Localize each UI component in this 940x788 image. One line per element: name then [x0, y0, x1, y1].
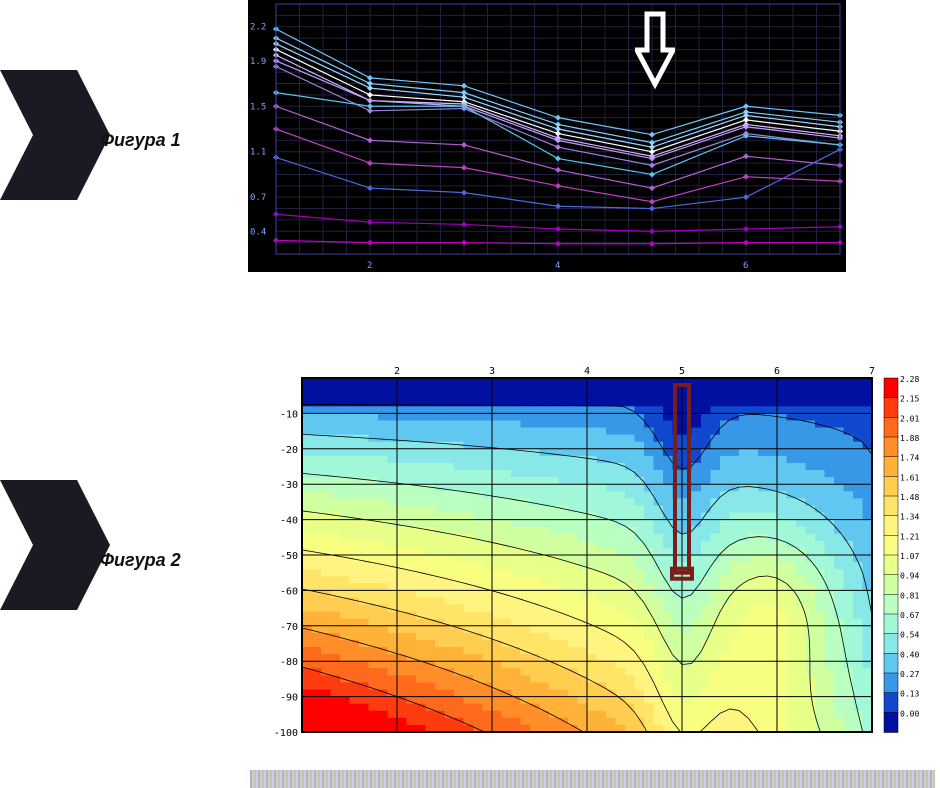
svg-text:2: 2 — [367, 261, 372, 271]
arrow-annotation-icon — [635, 10, 675, 90]
svg-text:-70: -70 — [280, 622, 298, 633]
svg-text:0.67: 0.67 — [900, 611, 919, 620]
svg-text:-40: -40 — [280, 516, 298, 527]
svg-text:0.13: 0.13 — [900, 690, 919, 699]
svg-text:-80: -80 — [280, 657, 298, 668]
svg-text:1.21: 1.21 — [900, 532, 919, 541]
svg-text:3: 3 — [489, 366, 495, 377]
fig2-heatmap: 2 3 4 5 6 7 -10 -20 -30 -40 -50 -60 -70 -80 -90 -100 2.2… — [262, 360, 932, 740]
svg-text:1.1: 1.1 — [250, 148, 266, 158]
svg-text:0.7: 0.7 — [250, 193, 266, 203]
svg-text:2.15: 2.15 — [900, 395, 919, 404]
svg-text:0.54: 0.54 — [900, 631, 919, 640]
svg-text:-10: -10 — [280, 409, 298, 420]
svg-text:-50: -50 — [280, 551, 298, 562]
svg-text:1.07: 1.07 — [900, 552, 919, 561]
svg-text:-60: -60 — [280, 586, 298, 597]
svg-text:2.01: 2.01 — [900, 414, 919, 423]
svg-text:1.88: 1.88 — [900, 434, 919, 443]
svg-text:7: 7 — [869, 366, 875, 377]
svg-text:6: 6 — [743, 261, 748, 271]
svg-text:6: 6 — [774, 366, 780, 377]
svg-text:1.9: 1.9 — [250, 57, 266, 67]
svg-text:-20: -20 — [280, 445, 298, 456]
fig1-chart: 2.2 1.9 1.5 1.1 0.7 0.4 2 4 6 — [248, 0, 846, 272]
svg-text:0.27: 0.27 — [900, 670, 919, 679]
svg-text:5: 5 — [679, 366, 685, 377]
svg-text:0.40: 0.40 — [900, 650, 919, 659]
svg-text:1.5: 1.5 — [250, 102, 266, 112]
chevron-icon — [0, 70, 110, 200]
marker-fig2 — [0, 480, 110, 610]
svg-text:4: 4 — [584, 366, 590, 377]
svg-text:2: 2 — [394, 366, 400, 377]
svg-text:0.94: 0.94 — [900, 572, 919, 581]
svg-text:1.74: 1.74 — [900, 454, 919, 463]
fig1-label: Фигура 1 — [100, 130, 181, 151]
svg-text:0.81: 0.81 — [900, 591, 919, 600]
svg-text:2.2: 2.2 — [250, 23, 266, 33]
fig2-label: Фигура 2 — [100, 550, 181, 571]
svg-text:1.61: 1.61 — [900, 473, 919, 482]
svg-text:4: 4 — [555, 261, 560, 271]
marker-fig1 — [0, 70, 110, 200]
svg-text:-90: -90 — [280, 693, 298, 704]
svg-text:1.34: 1.34 — [900, 513, 919, 522]
svg-text:-100: -100 — [274, 728, 298, 739]
chevron-icon — [0, 480, 110, 610]
svg-text:2.28: 2.28 — [900, 375, 919, 384]
svg-text:-30: -30 — [280, 480, 298, 491]
noise-strip — [250, 770, 935, 788]
svg-text:1.48: 1.48 — [900, 493, 919, 502]
svg-text:0.4: 0.4 — [250, 227, 266, 237]
svg-text:0.00: 0.00 — [900, 709, 919, 718]
